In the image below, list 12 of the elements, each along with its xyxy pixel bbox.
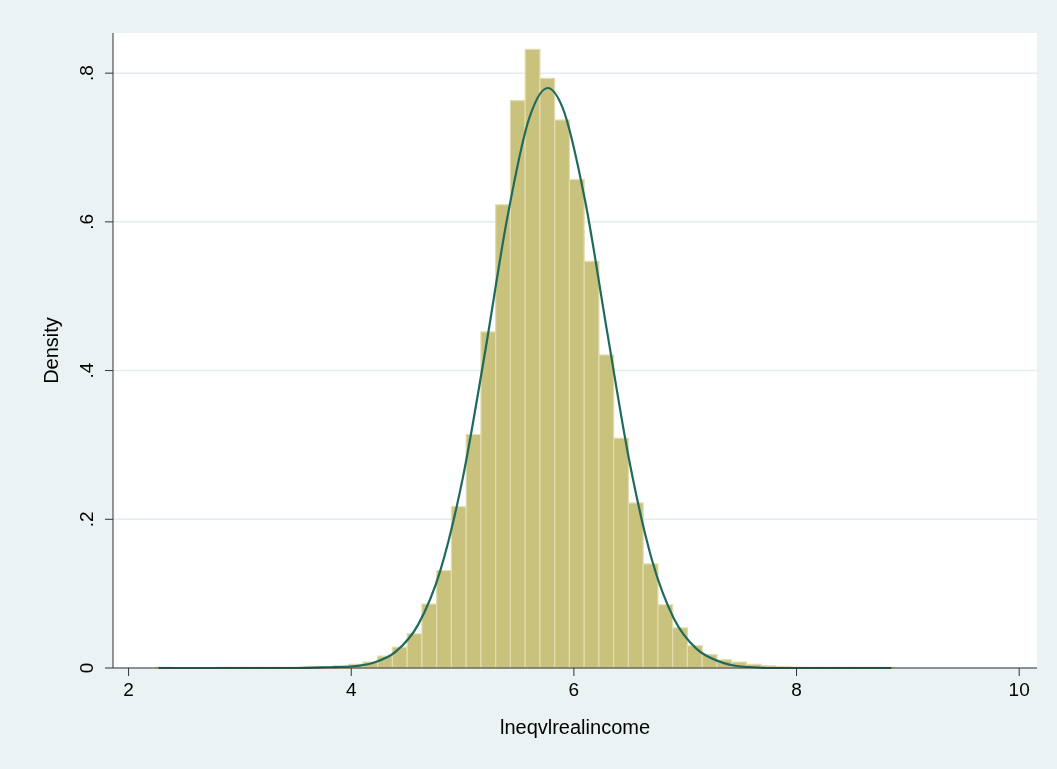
x-axis-title: lneqvlrealincome (499, 716, 651, 738)
x-tick-label: 8 (791, 679, 802, 700)
y-tick-label: .8 (76, 65, 97, 82)
y-tick-label: 0 (76, 662, 97, 674)
x-tick-label: 6 (568, 679, 580, 700)
y-tick-label: .2 (76, 511, 97, 528)
x-tick-label: 4 (345, 679, 357, 700)
y-axis-title: Density (40, 317, 62, 384)
x-tick-label: 2 (123, 679, 134, 700)
y-tick-label: .4 (76, 362, 97, 379)
y-tick-label: .6 (76, 213, 97, 230)
x-tick-label: 10 (1008, 679, 1030, 700)
